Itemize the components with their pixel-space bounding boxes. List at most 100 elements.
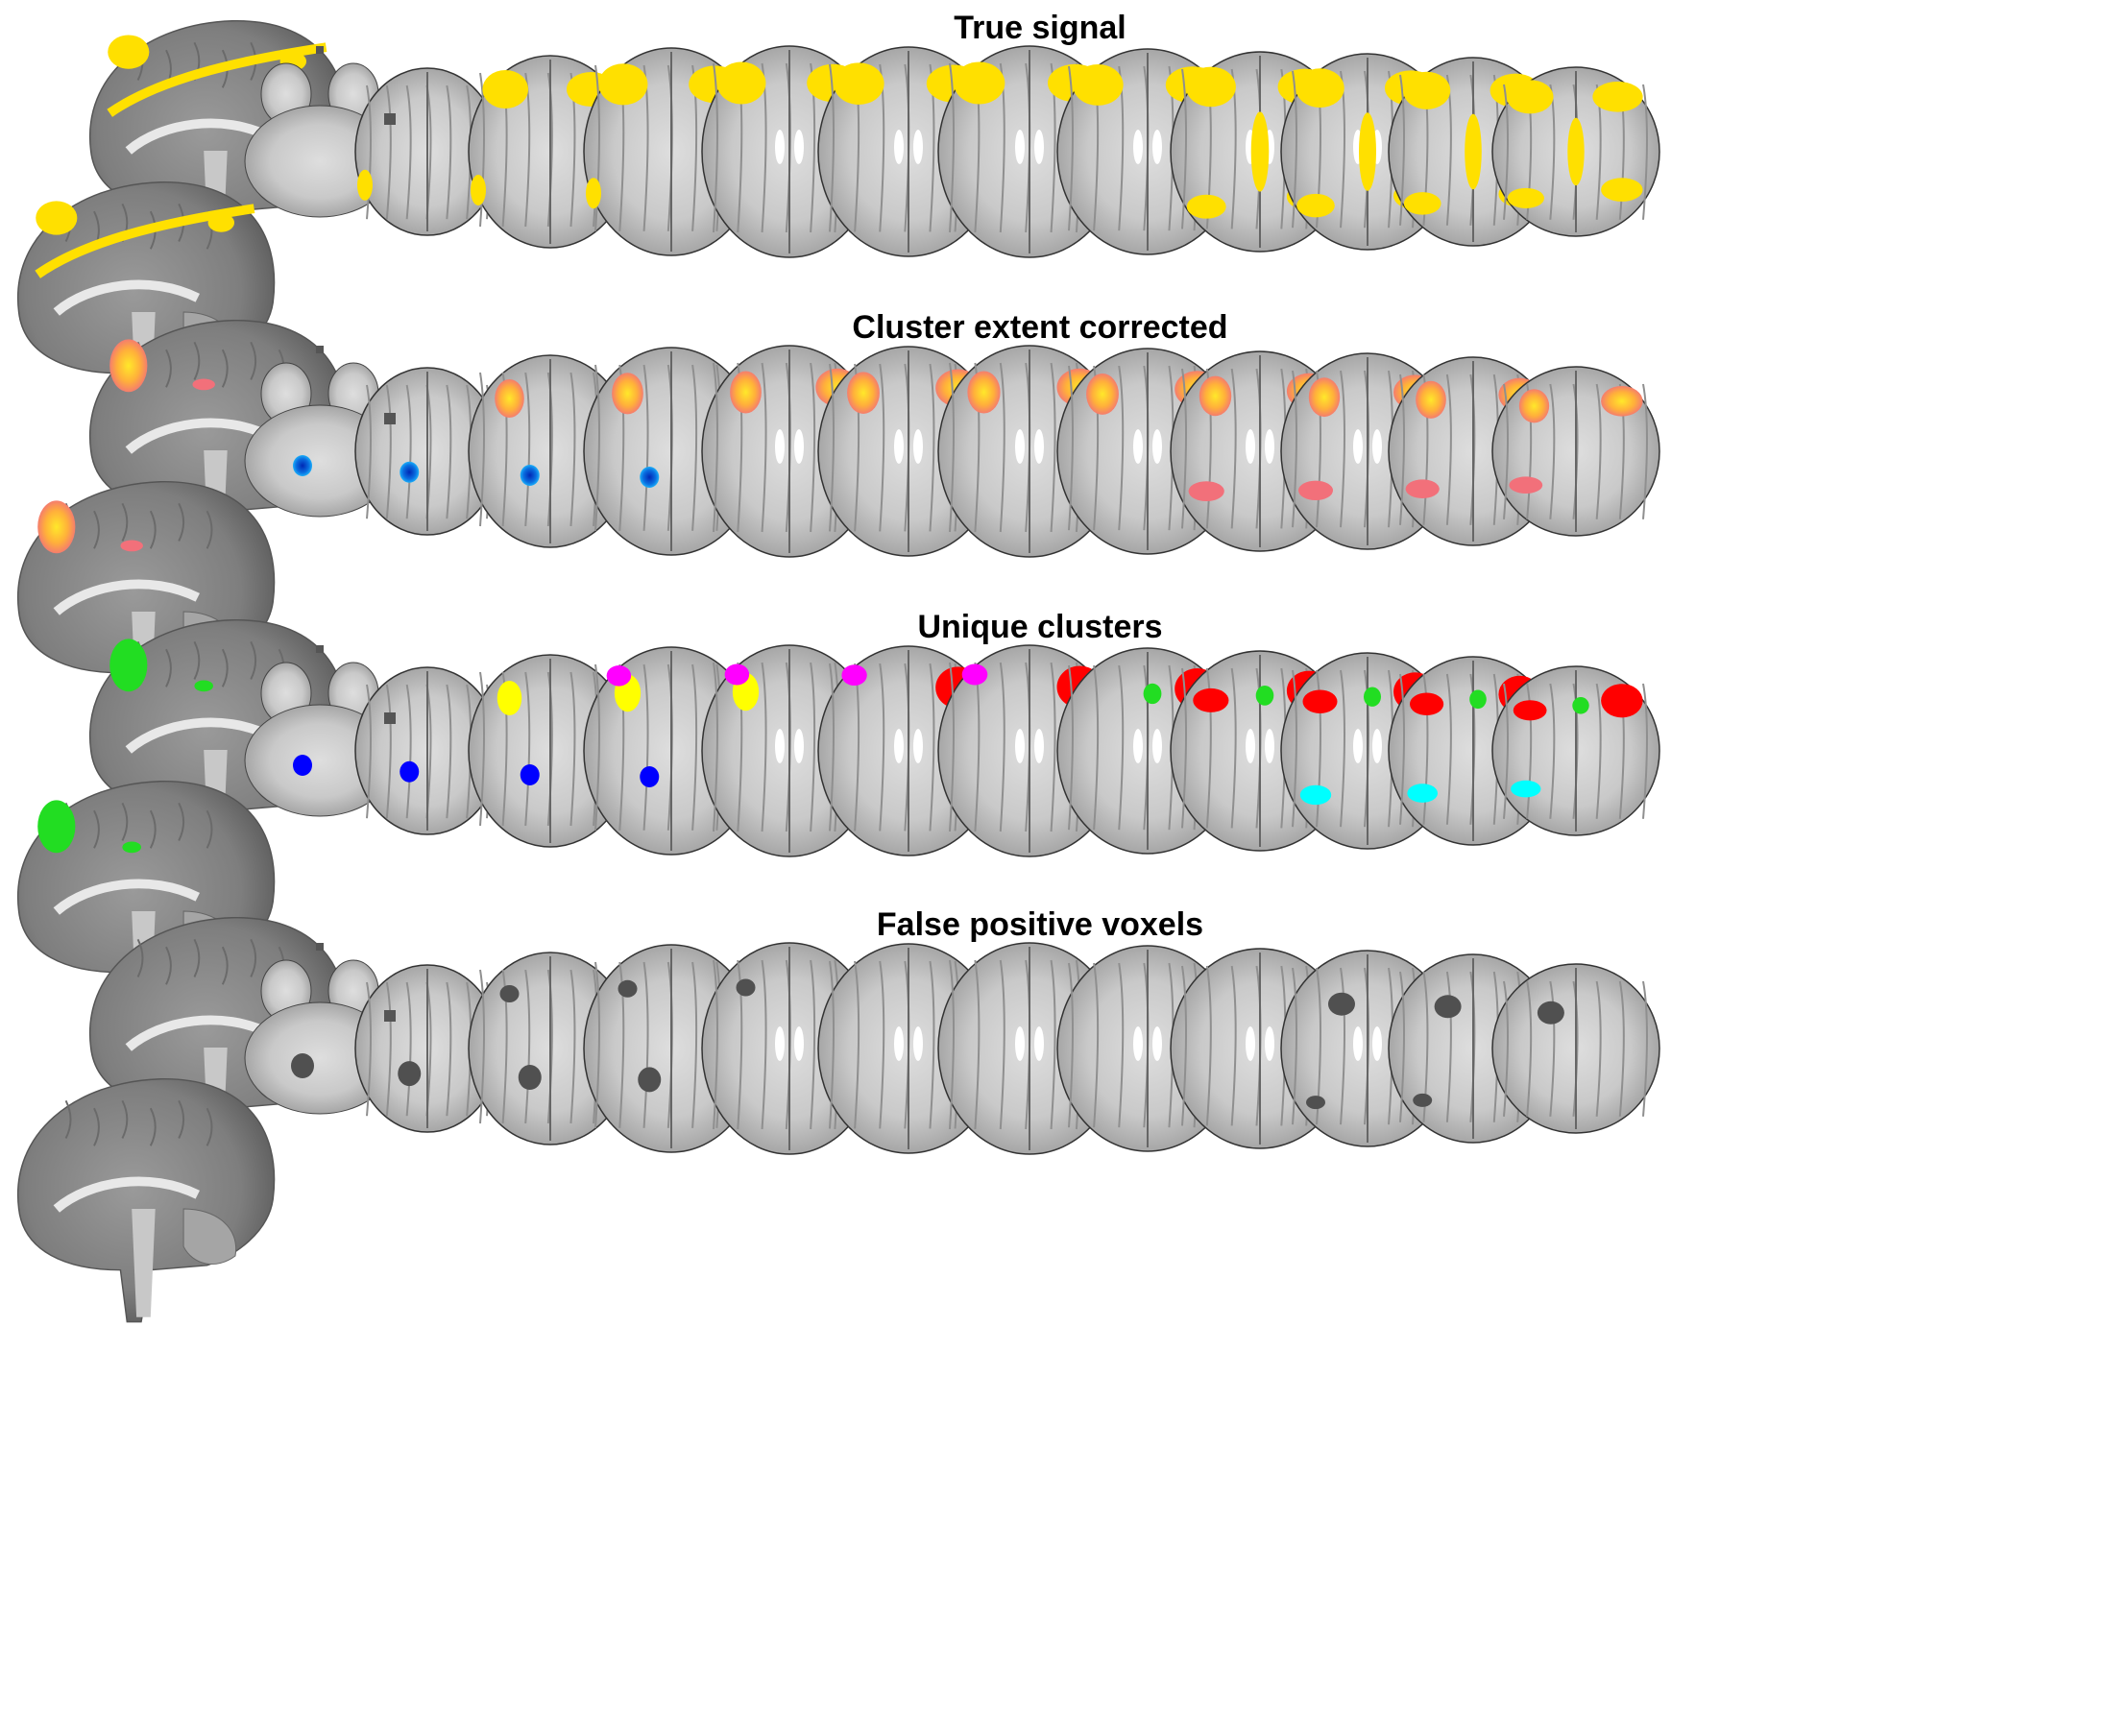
sulcus-line [221,648,229,687]
cluster-blob [122,841,141,854]
sulcus-line [761,362,767,533]
sulcus-line [405,684,412,819]
cluster-blob [109,639,148,692]
axial-slice-2 [468,354,633,548]
sulcus-line [929,960,935,1129]
axial-slice [354,67,500,236]
sulcus-line [1068,962,1074,1128]
cluster-blob [400,760,420,783]
sulcus-line [149,510,157,549]
sulcus-line [713,62,718,233]
sulcus-line [929,663,935,832]
sulcus-line [1340,669,1345,828]
sulcus-line [949,959,955,1130]
sulcus-line [1642,980,1648,1117]
sulcus-line [178,802,185,841]
signal-blob [1567,117,1585,186]
false-positive-blob [1434,995,1462,1019]
sulcus-line [1503,980,1509,1117]
ventricle [1133,1026,1143,1061]
activation-blob [612,373,643,415]
signal-blob [1592,81,1643,112]
sulcus-line [446,981,452,1117]
cerebellum [182,1208,237,1265]
sulcus-line [121,1099,129,1139]
activation-blob [37,500,76,554]
panel-title: False positive voxels [877,906,1203,943]
signal-blob [1186,194,1226,219]
sulcus-line [366,684,372,819]
sulcus-line [1068,664,1074,831]
sulcus-line [1181,667,1187,829]
signal-blob [1296,193,1335,218]
deactivation-blob [400,461,420,483]
sulcus-line [1445,673,1452,825]
sulcus-line [165,648,172,687]
ventricle [1133,429,1143,464]
sulcus-line [524,372,531,527]
sulcus-line [879,363,885,532]
panel-title: Cluster extent corrected [852,309,1227,346]
signal-blob [1403,192,1441,215]
ventricle [1152,1026,1162,1061]
axial-slice [354,964,500,1133]
cluster-blob [606,665,632,687]
sulcus-line [829,63,835,232]
cluster-blob [1302,689,1338,713]
sulcus-line [1642,683,1648,819]
ventricle [794,729,804,763]
sulcus-line [1181,68,1187,229]
axial-slice-11 [1491,963,1660,1134]
sulcus-line [1340,370,1345,528]
marker-dot [316,46,324,54]
axial-slice [468,354,633,548]
signal-blob [833,62,884,105]
axial-slice [1491,66,1660,237]
sulcus-line [206,510,213,549]
ventricle [1265,1026,1274,1061]
cluster-blob [1299,784,1332,806]
sulcus-line [1050,959,1056,1130]
sulcus-line [642,663,649,831]
cluster-blob [841,664,867,687]
sulcus-line [121,502,129,542]
panel-title: True signal [954,10,1126,46]
sulcus-line [1230,667,1237,829]
false-positive-blob [736,978,756,997]
false-positive-blob [291,1053,314,1078]
ventricle [1265,429,1274,464]
deactivation-blob [520,465,540,486]
marker-dot [384,712,396,724]
sulcus-line [810,362,816,533]
sulcus-line [1549,683,1556,819]
ventricle [1246,429,1255,464]
cluster-blob [1601,684,1643,718]
ventricle [1034,130,1044,164]
activation-blob [109,339,148,393]
sulcus-line [1503,383,1509,519]
sulcus-line [250,640,257,680]
sulcus-line [165,349,172,388]
sulcus-line [594,364,600,531]
ventricle [1152,729,1162,763]
sulcus-line [761,662,767,832]
sulcus-line [121,802,129,841]
sulcus-line [1399,374,1405,525]
sulcus-line [999,959,1005,1130]
ventricle [1015,1026,1025,1061]
axial-slice-2 [468,654,633,848]
ventricle [794,130,804,164]
corpus-callosum [53,879,200,915]
signal-blob [1402,71,1451,109]
sulcus-line [1068,365,1074,531]
sulcus-line [250,938,257,977]
activation-blob [1188,481,1224,501]
false-positive-blob [499,985,520,1002]
sulcus-line [425,981,432,1117]
deactivation-blob [293,455,312,476]
sulcus-line [1230,368,1237,529]
sulcus-line [1399,673,1405,825]
signal-blob [1185,66,1236,108]
marker-dot [384,113,396,125]
